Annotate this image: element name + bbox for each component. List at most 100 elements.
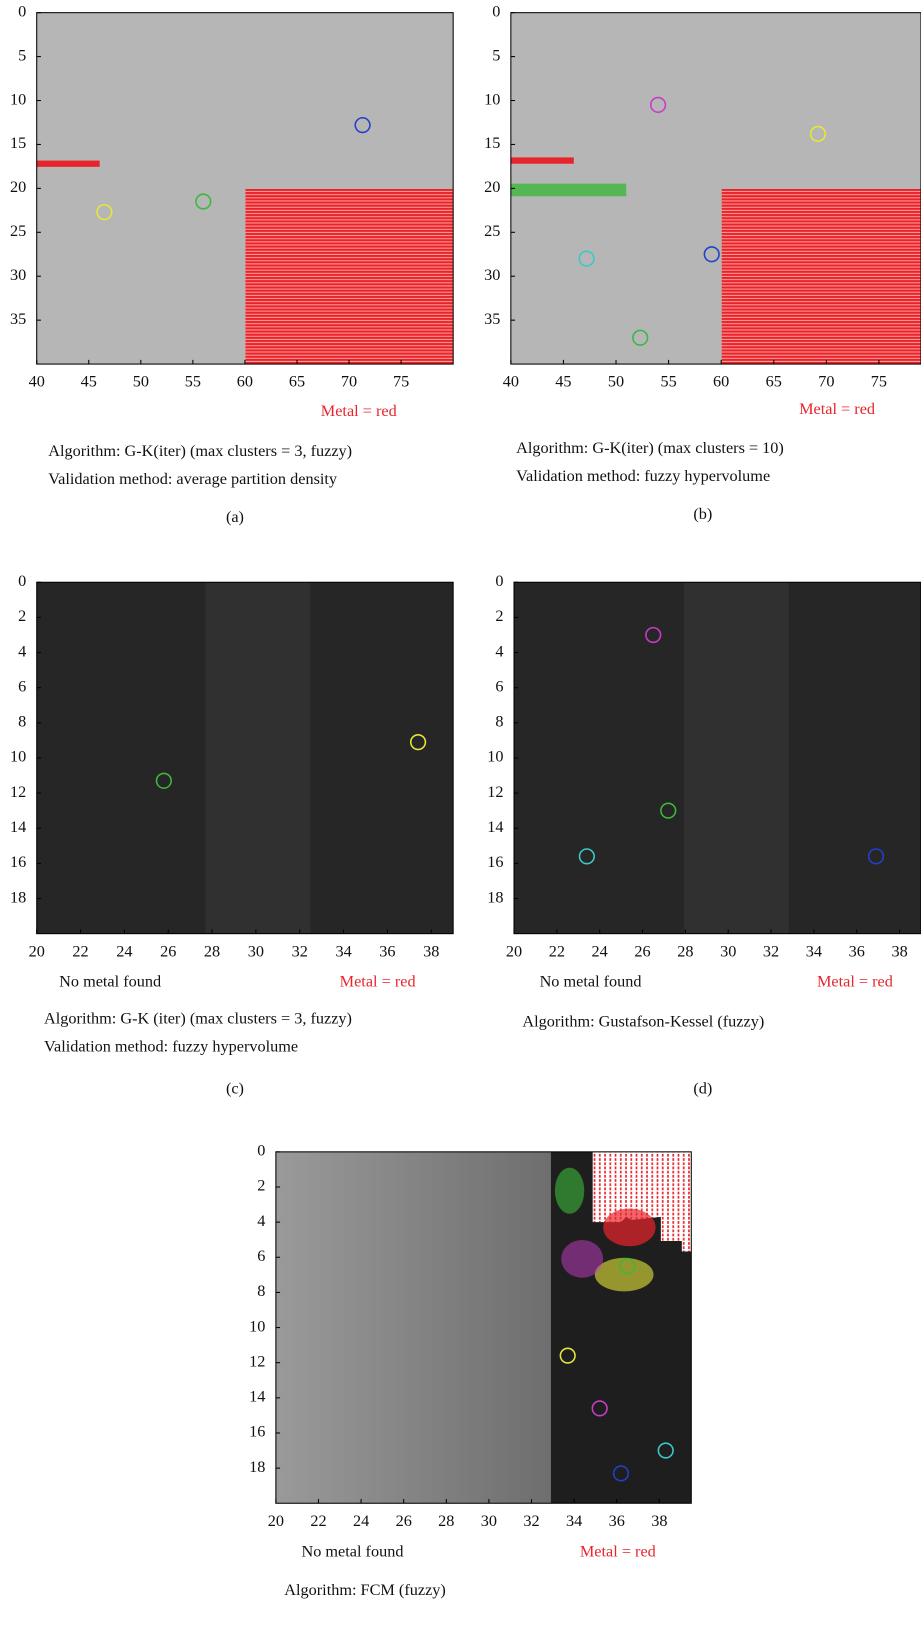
- y-tick-label: 2: [257, 1177, 265, 1195]
- panel-label: (c): [226, 1080, 244, 1098]
- metal-note: Metal = red: [321, 402, 397, 420]
- x-tick-label: 30: [248, 942, 264, 960]
- y-tick-label: 0: [492, 2, 500, 20]
- x-tick-label: 36: [849, 942, 865, 960]
- x-tick-label: 75: [393, 373, 409, 391]
- x-tick-label: 32: [292, 942, 308, 960]
- cluster-center: [619, 1257, 636, 1275]
- x-tick-label: 20: [506, 942, 522, 960]
- x-tick-label: 60: [237, 373, 253, 391]
- y-tick-label: 30: [484, 266, 500, 284]
- metal-note: Metal = red: [817, 973, 893, 991]
- x-tick-label: 70: [341, 373, 357, 391]
- y-tick-label: 18: [10, 888, 26, 906]
- algorithm: Algorithm: G-K(iter) (max clusters = 10): [516, 439, 784, 457]
- cluster-center: [155, 772, 172, 789]
- x-tick-label: 22: [549, 942, 565, 960]
- y-tick-label: 0: [18, 572, 26, 590]
- no-metal-note: No metal found: [540, 973, 642, 991]
- y-tick-label: 14: [487, 818, 503, 836]
- x-tick-label: 70: [818, 373, 834, 391]
- cluster-center: [867, 848, 885, 865]
- cluster-center: [591, 1400, 608, 1417]
- x-tick-label: 28: [204, 942, 220, 960]
- cluster-blob: [554, 1167, 585, 1214]
- x-tick-label: 24: [353, 1512, 369, 1530]
- y-tick-label: 16: [10, 853, 26, 871]
- metal-note: Metal = red: [340, 973, 416, 991]
- x-tick-label: 40: [503, 373, 519, 391]
- x-tick-label: 50: [133, 373, 149, 391]
- cluster-streak: [510, 183, 627, 197]
- x-tick-label: 65: [289, 373, 305, 391]
- x-tick-label: 38: [651, 1512, 667, 1530]
- y-tick-label: 5: [492, 46, 500, 64]
- x-tick-label: 30: [720, 942, 736, 960]
- x-tick-label: 20: [268, 1512, 284, 1530]
- y-tick-label: 0: [257, 1142, 265, 1160]
- y-tick-label: 4: [18, 642, 26, 660]
- y-tick-label: 18: [487, 888, 503, 906]
- x-tick-label: 26: [160, 942, 176, 960]
- metal-streak: [510, 157, 574, 164]
- x-tick-label: 50: [608, 373, 624, 391]
- x-tick-label: 60: [713, 373, 729, 391]
- x-tick-label: 36: [609, 1512, 625, 1530]
- y-tick-label: 10: [249, 1317, 265, 1335]
- y-tick-label: 6: [257, 1247, 265, 1265]
- y-tick-label: 20: [10, 178, 26, 196]
- algorithm: Algorithm: FCM (fuzzy): [284, 1581, 446, 1599]
- validation: Validation method: average partition den…: [48, 470, 338, 488]
- validation: Validation method: fuzzy hypervolume: [516, 467, 770, 485]
- y-tick-label: 0: [18, 2, 26, 20]
- cluster-center: [96, 203, 113, 221]
- x-tick-label: 20: [29, 942, 45, 960]
- y-tick-label: 16: [487, 853, 503, 871]
- metal-region: [245, 188, 454, 365]
- panel-label: (d): [693, 1080, 712, 1098]
- cluster-center: [649, 96, 667, 114]
- y-tick-label: 0: [495, 572, 503, 590]
- cluster-center: [645, 626, 662, 644]
- cluster-center: [657, 1442, 674, 1459]
- metal-note: Metal = red: [799, 400, 875, 418]
- y-tick-label: 10: [10, 90, 26, 108]
- y-tick-label: 5: [18, 46, 26, 64]
- cluster-center: [354, 116, 371, 134]
- y-tick-label: 8: [18, 713, 26, 731]
- x-tick-label: 28: [438, 1512, 454, 1530]
- cluster-center: [409, 734, 427, 751]
- y-tick-label: 6: [18, 677, 26, 695]
- x-tick-label: 28: [677, 942, 693, 960]
- no-metal-note: No metal found: [301, 1542, 403, 1560]
- x-tick-label: 24: [116, 942, 132, 960]
- algorithm: Algorithm: G-K (iter) (max clusters = 3,…: [44, 1009, 352, 1027]
- cluster-center: [612, 1465, 630, 1482]
- y-tick-label: 15: [484, 134, 500, 152]
- x-tick-label: 45: [81, 373, 97, 391]
- cluster-center: [660, 802, 677, 819]
- y-tick-label: 8: [495, 713, 503, 731]
- cluster-center: [578, 848, 595, 865]
- metal-streak: [36, 160, 100, 167]
- cluster-center: [809, 125, 827, 143]
- x-tick-label: 30: [481, 1512, 497, 1530]
- x-tick-label: 22: [310, 1512, 326, 1530]
- validation: Validation method: fuzzy hypervolume: [44, 1038, 298, 1056]
- y-tick-label: 14: [249, 1388, 265, 1406]
- cluster-center: [632, 329, 649, 346]
- y-tick-label: 4: [257, 1212, 265, 1230]
- algorithm: Algorithm: G-K(iter) (max clusters = 3, …: [48, 442, 352, 460]
- y-tick-label: 35: [10, 310, 26, 328]
- cluster-blob: [594, 1257, 654, 1292]
- x-tick-label: 65: [766, 373, 782, 391]
- y-tick-label: 20: [484, 178, 500, 196]
- y-tick-label: 8: [257, 1282, 265, 1300]
- x-tick-label: 32: [763, 942, 779, 960]
- cluster-center: [703, 246, 720, 263]
- cluster-center: [195, 193, 212, 210]
- x-tick-label: 40: [29, 373, 45, 391]
- y-tick-label: 12: [487, 783, 503, 801]
- y-tick-label: 25: [484, 222, 500, 240]
